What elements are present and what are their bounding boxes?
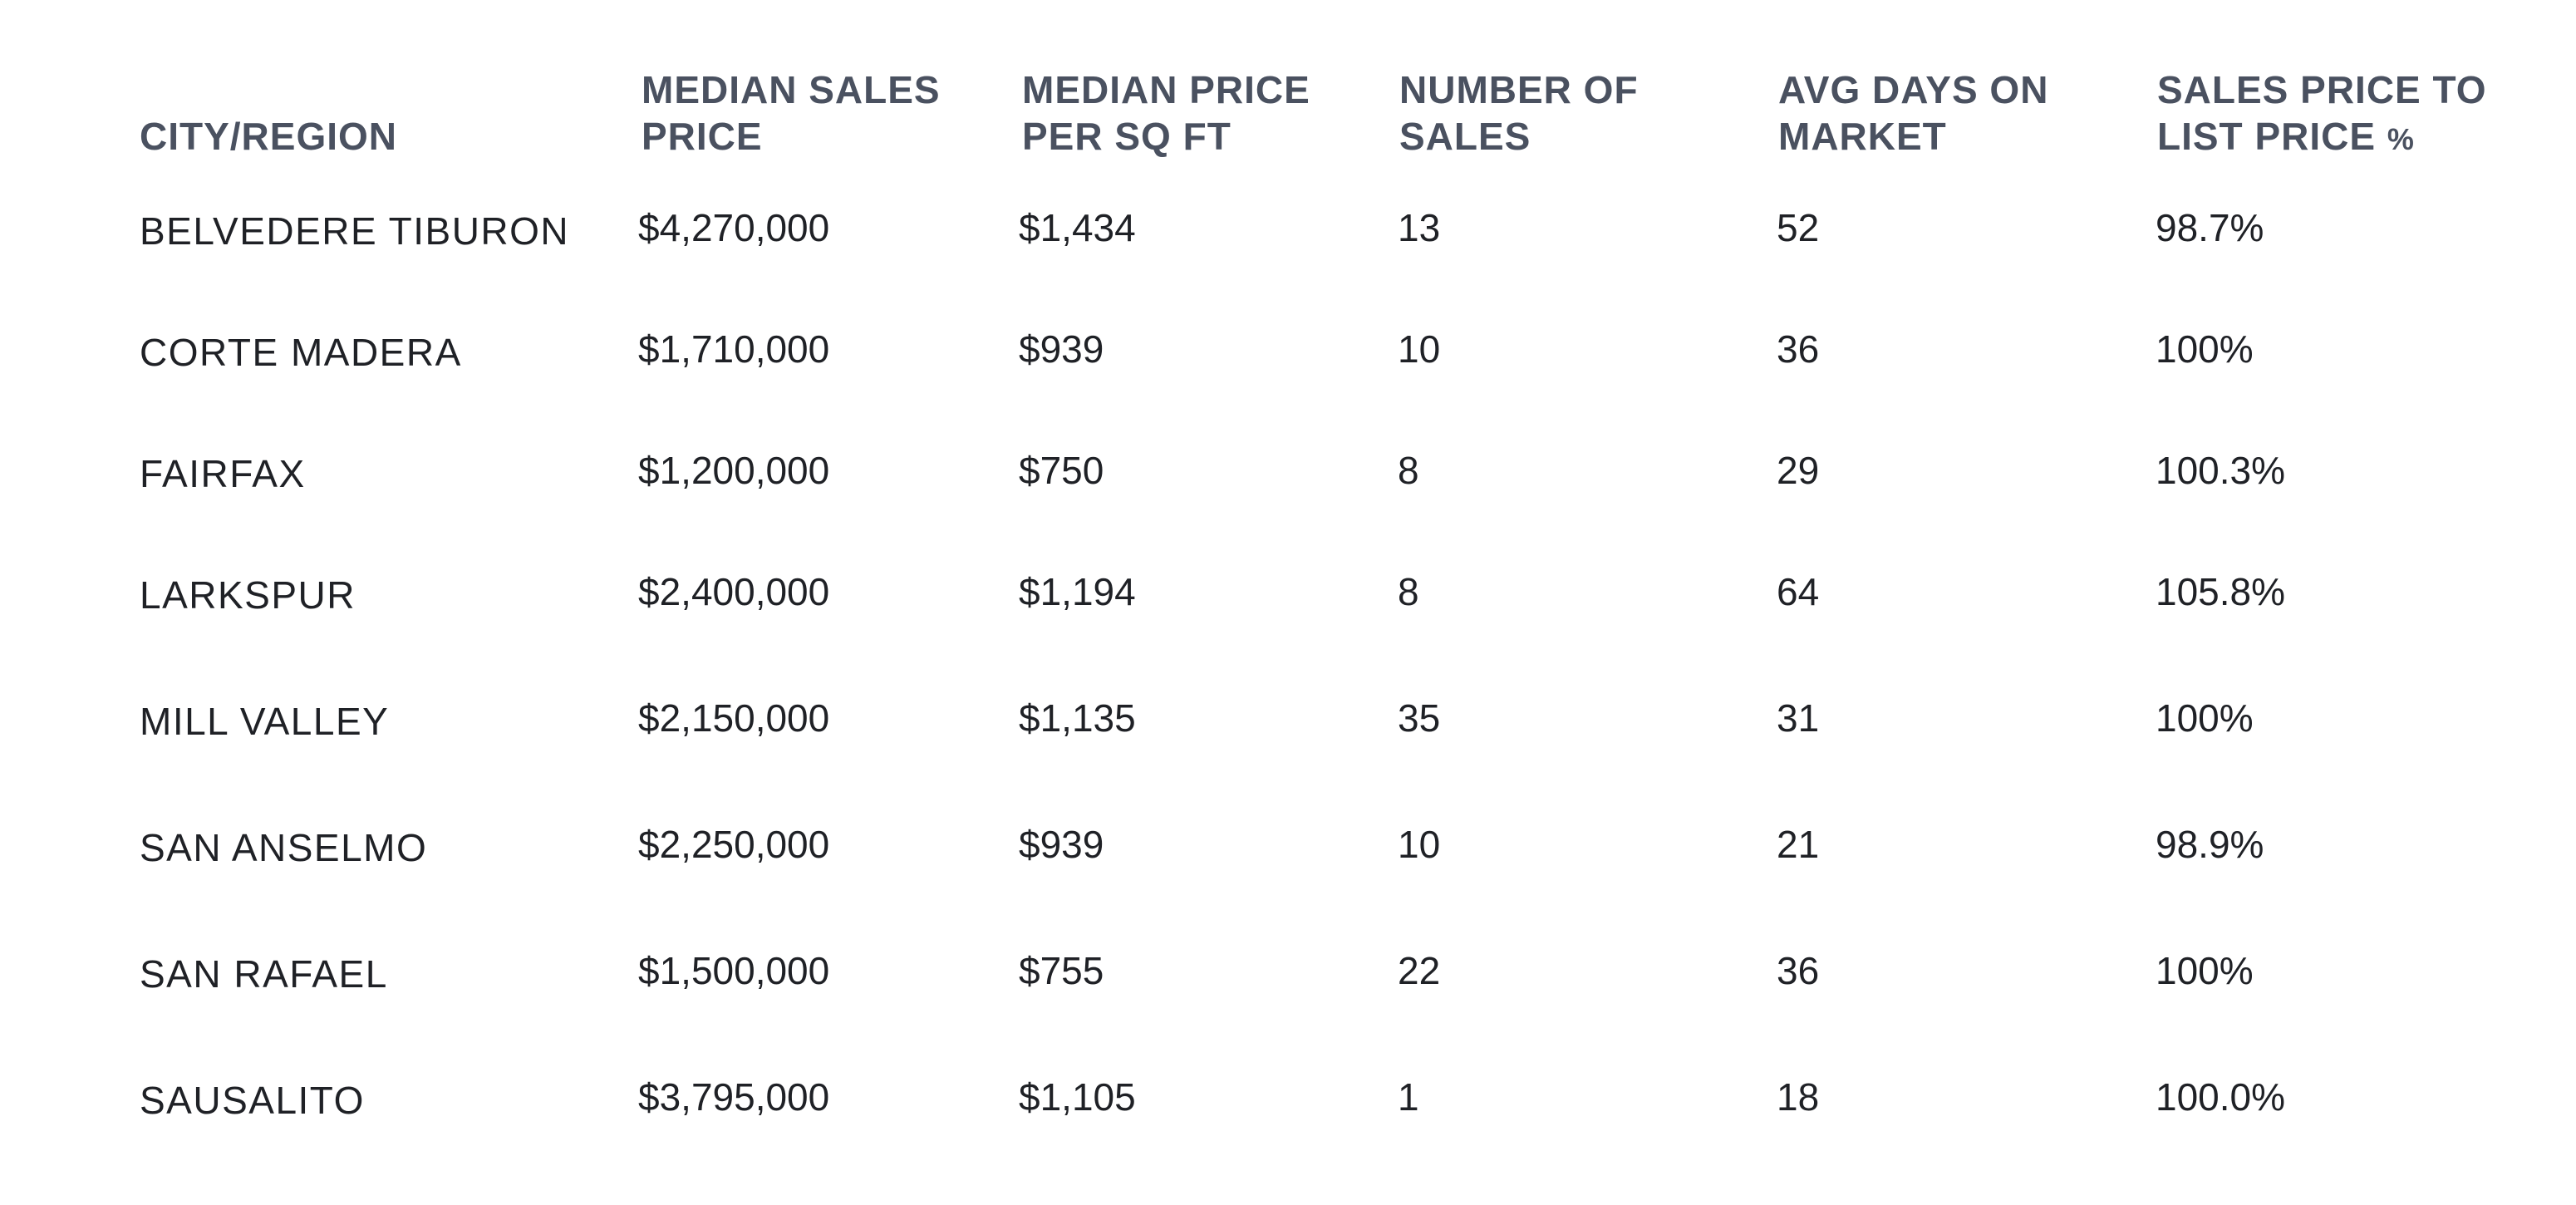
header-num-sales-line2: SALES — [1399, 115, 1531, 158]
num-sales-cell: 13 — [1398, 206, 1441, 249]
header-days-on-market: AVG DAYS ON MARKET — [1778, 66, 2048, 160]
num-sales-cell: 10 — [1398, 327, 1441, 371]
header-median-price: MEDIAN SALES PRICE — [642, 66, 941, 160]
num-sales-cell: 35 — [1398, 696, 1441, 740]
header-ratio-line2: LIST PRICE — [2157, 115, 2377, 158]
days-cell: 64 — [1777, 570, 1820, 613]
city-cell: BELVEDERE TIBURON — [140, 209, 570, 253]
median-price-cell: $2,400,000 — [638, 570, 830, 613]
header-price-sqft-line1: MEDIAN PRICE — [1022, 68, 1310, 111]
median-price-cell: $1,200,000 — [638, 449, 830, 492]
header-city: CITY/REGION — [140, 113, 397, 160]
city-cell: MILL VALLEY — [140, 700, 390, 743]
header-price-sqft-line2: PER SQ FT — [1022, 115, 1231, 158]
days-cell: 18 — [1777, 1075, 1820, 1119]
city-cell: SAUSALITO — [140, 1079, 365, 1122]
header-days-line1: AVG DAYS ON — [1778, 68, 2049, 111]
ratio-cell: 100.0% — [2156, 1075, 2286, 1119]
price-sqft-cell: $1,135 — [1019, 696, 1136, 740]
city-cell: FAIRFAX — [140, 452, 306, 495]
header-days-line2: MARKET — [1778, 115, 1947, 158]
price-sqft-cell: $1,434 — [1019, 206, 1136, 249]
header-num-sales: NUMBER OF SALES — [1399, 66, 1639, 160]
ratio-cell: 100% — [2156, 327, 2254, 371]
ratio-cell: 98.9% — [2156, 823, 2264, 866]
median-price-cell: $4,270,000 — [638, 206, 830, 249]
price-sqft-cell: $939 — [1019, 823, 1104, 866]
ratio-cell: 100.3% — [2156, 449, 2286, 492]
num-sales-cell: 8 — [1398, 570, 1419, 613]
price-sqft-cell: $1,194 — [1019, 570, 1136, 613]
header-ratio-line1: SALES PRICE TO — [2157, 68, 2487, 111]
days-cell: 36 — [1777, 949, 1820, 992]
header-median-price-line2: PRICE — [642, 115, 763, 158]
price-sqft-cell: $1,105 — [1019, 1075, 1136, 1119]
price-sqft-cell: $755 — [1019, 949, 1104, 992]
price-sqft-cell: $750 — [1019, 449, 1104, 492]
num-sales-cell: 10 — [1398, 823, 1441, 866]
median-price-cell: $1,710,000 — [638, 327, 830, 371]
header-ratio-percent: % — [2387, 122, 2415, 156]
city-cell: LARKSPUR — [140, 573, 356, 617]
median-price-cell: $3,795,000 — [638, 1075, 830, 1119]
header-num-sales-line1: NUMBER OF — [1399, 68, 1639, 111]
city-cell: SAN ANSELMO — [140, 826, 428, 869]
ratio-cell: 105.8% — [2156, 570, 2286, 613]
median-price-cell: $2,150,000 — [638, 696, 830, 740]
days-cell: 52 — [1777, 206, 1820, 249]
days-cell: 21 — [1777, 823, 1820, 866]
price-sqft-cell: $939 — [1019, 327, 1104, 371]
header-city-label: CITY/REGION — [140, 115, 398, 158]
city-cell: CORTE MADERA — [140, 331, 462, 374]
num-sales-cell: 8 — [1398, 449, 1419, 492]
num-sales-cell: 1 — [1398, 1075, 1419, 1119]
days-cell: 31 — [1777, 696, 1820, 740]
ratio-cell: 98.7% — [2156, 206, 2264, 249]
ratio-cell: 100% — [2156, 949, 2254, 992]
city-cell: SAN RAFAEL — [140, 952, 388, 996]
header-sales-to-list: SALES PRICE TO LIST PRICE % — [2157, 66, 2487, 163]
days-cell: 29 — [1777, 449, 1820, 492]
num-sales-cell: 22 — [1398, 949, 1441, 992]
header-median-price-line1: MEDIAN SALES — [642, 68, 941, 111]
header-price-sqft: MEDIAN PRICE PER SQ FT — [1022, 66, 1310, 160]
ratio-cell: 100% — [2156, 696, 2254, 740]
median-price-cell: $1,500,000 — [638, 949, 830, 992]
median-price-cell: $2,250,000 — [638, 823, 830, 866]
days-cell: 36 — [1777, 327, 1820, 371]
